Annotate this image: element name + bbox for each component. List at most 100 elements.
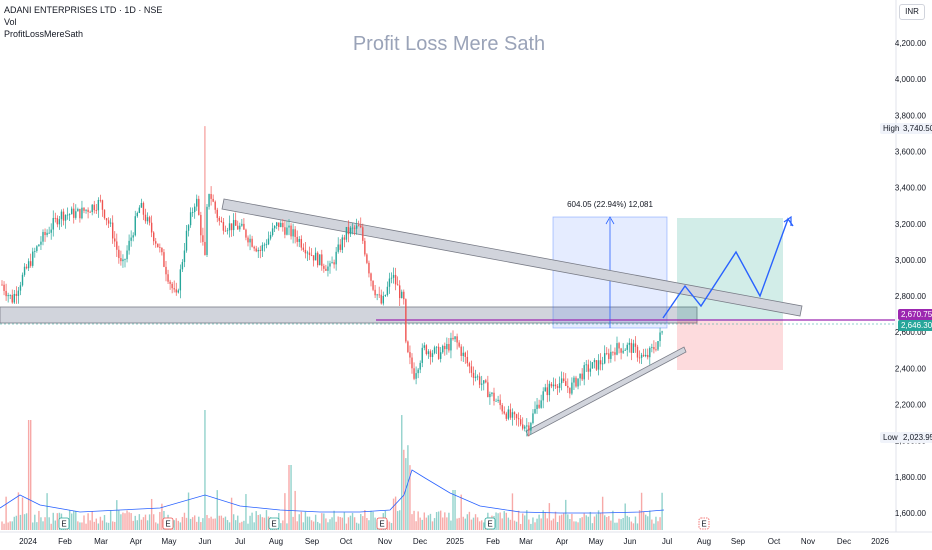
candle-body — [200, 214, 202, 236]
volume-bar — [40, 517, 42, 530]
volume-bar — [577, 522, 579, 530]
custom-indicator-label[interactable]: ProfitLossMereSath — [4, 29, 84, 39]
volume-indicator-label[interactable]: Vol — [4, 17, 17, 27]
volume-bar — [310, 520, 313, 530]
volume-bar — [552, 518, 555, 530]
volume-bar — [329, 519, 331, 530]
volume-bar — [661, 492, 663, 530]
volume-bar — [366, 518, 368, 530]
volume-bar — [280, 523, 282, 530]
low-value: 2,023.95 — [900, 432, 932, 443]
candle-body — [565, 381, 567, 386]
candle-body — [450, 337, 452, 351]
resistance-channel — [221, 198, 803, 317]
candle-body — [255, 248, 257, 252]
candle-body — [601, 363, 604, 365]
volume-bar — [421, 519, 423, 530]
volume-bar — [347, 517, 350, 530]
volume-bar — [237, 515, 239, 530]
volume-bar — [140, 519, 143, 530]
candle-body — [103, 209, 106, 219]
volume-bar — [372, 511, 374, 530]
volume-bar — [509, 519, 512, 530]
volume-bar — [34, 514, 36, 530]
price-tick-label: 3,400.00 — [895, 184, 927, 193]
earnings-marker-label: E — [487, 520, 492, 529]
candle-body — [251, 238, 253, 247]
candle-body — [50, 229, 52, 233]
candle-body — [185, 230, 188, 251]
earnings-marker-label: E — [61, 520, 66, 529]
candle-body — [659, 332, 661, 342]
volume-bar — [17, 492, 20, 530]
candle-body — [405, 299, 407, 342]
volume-bar — [628, 517, 630, 530]
candle-body — [83, 207, 85, 211]
candle-body — [263, 244, 266, 246]
candle-body — [454, 336, 456, 340]
candle-body — [241, 223, 243, 226]
symbol-title[interactable]: ADANI ENTERPRISES LTD · 1D · NSE — [4, 5, 163, 15]
candle-body — [485, 380, 487, 383]
currency-button[interactable]: INR — [899, 4, 925, 20]
volume-bar — [364, 510, 366, 530]
volume-bar — [460, 494, 462, 530]
candle-body — [636, 346, 639, 358]
candle-body — [232, 219, 235, 231]
candle-body — [530, 423, 532, 431]
candle-body — [120, 258, 122, 262]
volume-bar — [501, 518, 503, 530]
volume-bar — [11, 521, 13, 530]
volume-bar — [150, 498, 153, 530]
candle-body — [435, 346, 438, 348]
volume-bar — [77, 521, 79, 530]
support-channel — [525, 346, 687, 437]
candle-body — [524, 426, 526, 429]
candle-body — [226, 230, 229, 232]
candle-body — [655, 349, 657, 351]
low-label: Low — [880, 432, 901, 443]
candle-body — [153, 232, 155, 242]
volume-bar — [15, 515, 18, 530]
candle-body — [323, 265, 325, 269]
volume-bar — [587, 516, 589, 530]
volume-bar — [642, 511, 645, 530]
volume-bar — [620, 519, 622, 530]
volume-bar — [435, 512, 438, 530]
candle-body — [370, 273, 372, 281]
volume-bar — [583, 513, 585, 530]
volume-bar — [216, 490, 218, 530]
candle-body — [220, 220, 223, 222]
candle-body — [282, 222, 284, 228]
volume-bar — [284, 493, 286, 530]
candle-body — [649, 347, 651, 358]
candle-body — [155, 241, 157, 244]
volume-bar — [536, 518, 538, 530]
volume-bar — [105, 522, 108, 530]
candle-body — [58, 219, 61, 225]
volume-bar — [569, 519, 571, 530]
candle-body — [372, 280, 374, 290]
volume-bar — [134, 515, 136, 530]
candle-body — [165, 266, 167, 275]
volume-bar — [499, 512, 501, 530]
volume-bar — [230, 497, 233, 530]
candle-body — [581, 373, 583, 380]
candle-body — [187, 225, 190, 231]
support-zone — [0, 306, 698, 324]
time-tick-label: Mar — [94, 537, 108, 546]
volume-bar — [13, 516, 15, 530]
volume-bar — [85, 523, 87, 530]
volume-bar — [655, 516, 657, 530]
volume-bar — [208, 518, 210, 530]
candle-body — [329, 263, 331, 267]
candle-body — [308, 252, 311, 255]
volume-bar — [470, 519, 473, 530]
candle-body — [1, 284, 3, 286]
candle-body — [399, 285, 401, 299]
volume-bar — [595, 514, 598, 530]
volume-bar — [241, 521, 243, 530]
volume-bar — [524, 515, 526, 530]
candle-body — [89, 211, 91, 213]
